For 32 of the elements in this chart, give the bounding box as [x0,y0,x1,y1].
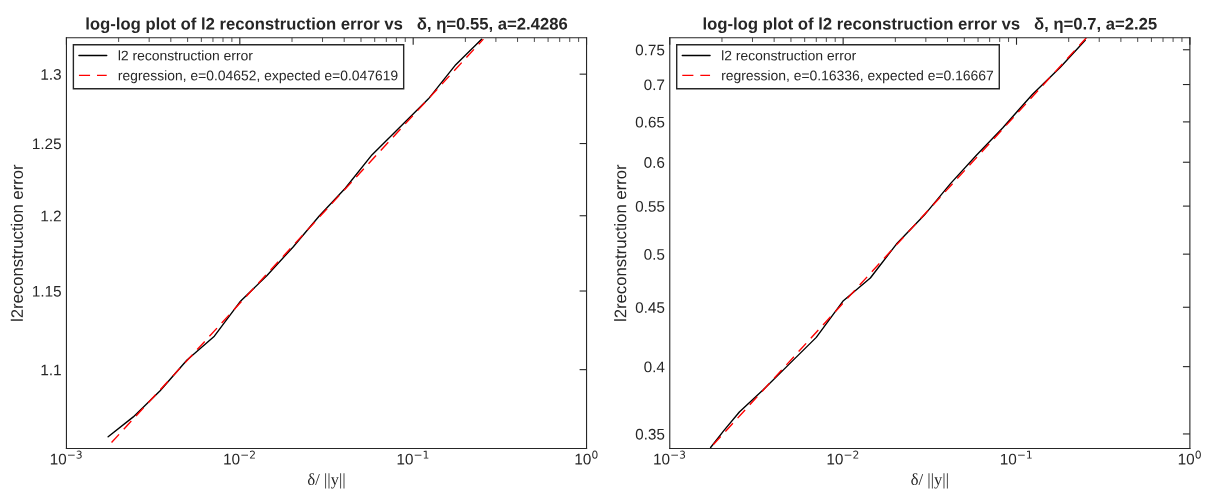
chart-title: log-log plot of l2 reconstruction error vs δ, η=0.55, a=2.4286 [86,17,568,33]
x-axis-title: δ/ ||y|| [911,473,948,489]
y-tick-label: 1.1 [41,364,61,376]
y-tick-label: 0.65 [635,116,665,128]
legend-label: regression, e=0.16336, expected e=0.16667 [722,70,994,84]
x-tick-label: 10$^{0}$ [575,450,598,465]
y-tick-label: 0.55 [635,200,665,212]
legend-label: l2 reconstruction error [722,50,857,61]
x-axis-title: δ/ ||y|| [307,473,345,489]
y-tick-label: 0.7 [644,79,665,91]
x-tick-label: 10$^{−2}$ [827,450,859,465]
x-tick-label: 10$^{−1}$ [397,450,429,465]
y-tick-label: 1.3 [41,69,61,80]
y-tick-label: 0.4 [644,361,665,373]
y-axis-title: l2reconstruction error [614,164,627,321]
y-tick-label: 0.75 [635,44,665,56]
x-tick-label: 10$^{−3}$ [654,450,686,465]
y-tick-label: 0.45 [635,302,665,313]
legend-label: l2 reconstruction error [118,50,253,61]
y-axis-title: l2reconstruction error [10,164,23,321]
y-tick-label: 1.25 [33,138,61,150]
y-tick-label: 0.5 [644,249,665,260]
x-tick-label: 10$^{0}$ [1178,450,1201,465]
legend-label: regression, e=0.04652, expected e=0.047619 [118,70,398,84]
x-tick-label: 10$^{−1}$ [1000,450,1032,465]
y-tick-label: 0.35 [635,428,665,440]
y-tick-label: 1.2 [41,210,61,222]
x-tick-label: 10$^{−3}$ [50,450,82,465]
y-tick-label: 1.15 [33,286,61,297]
x-tick-label: 10$^{−2}$ [224,450,255,465]
y-tick-label: 0.6 [644,157,665,168]
chart-title: log-log plot of l2 reconstruction error vs δ, η=0.7, a=2.25 [703,17,1157,33]
